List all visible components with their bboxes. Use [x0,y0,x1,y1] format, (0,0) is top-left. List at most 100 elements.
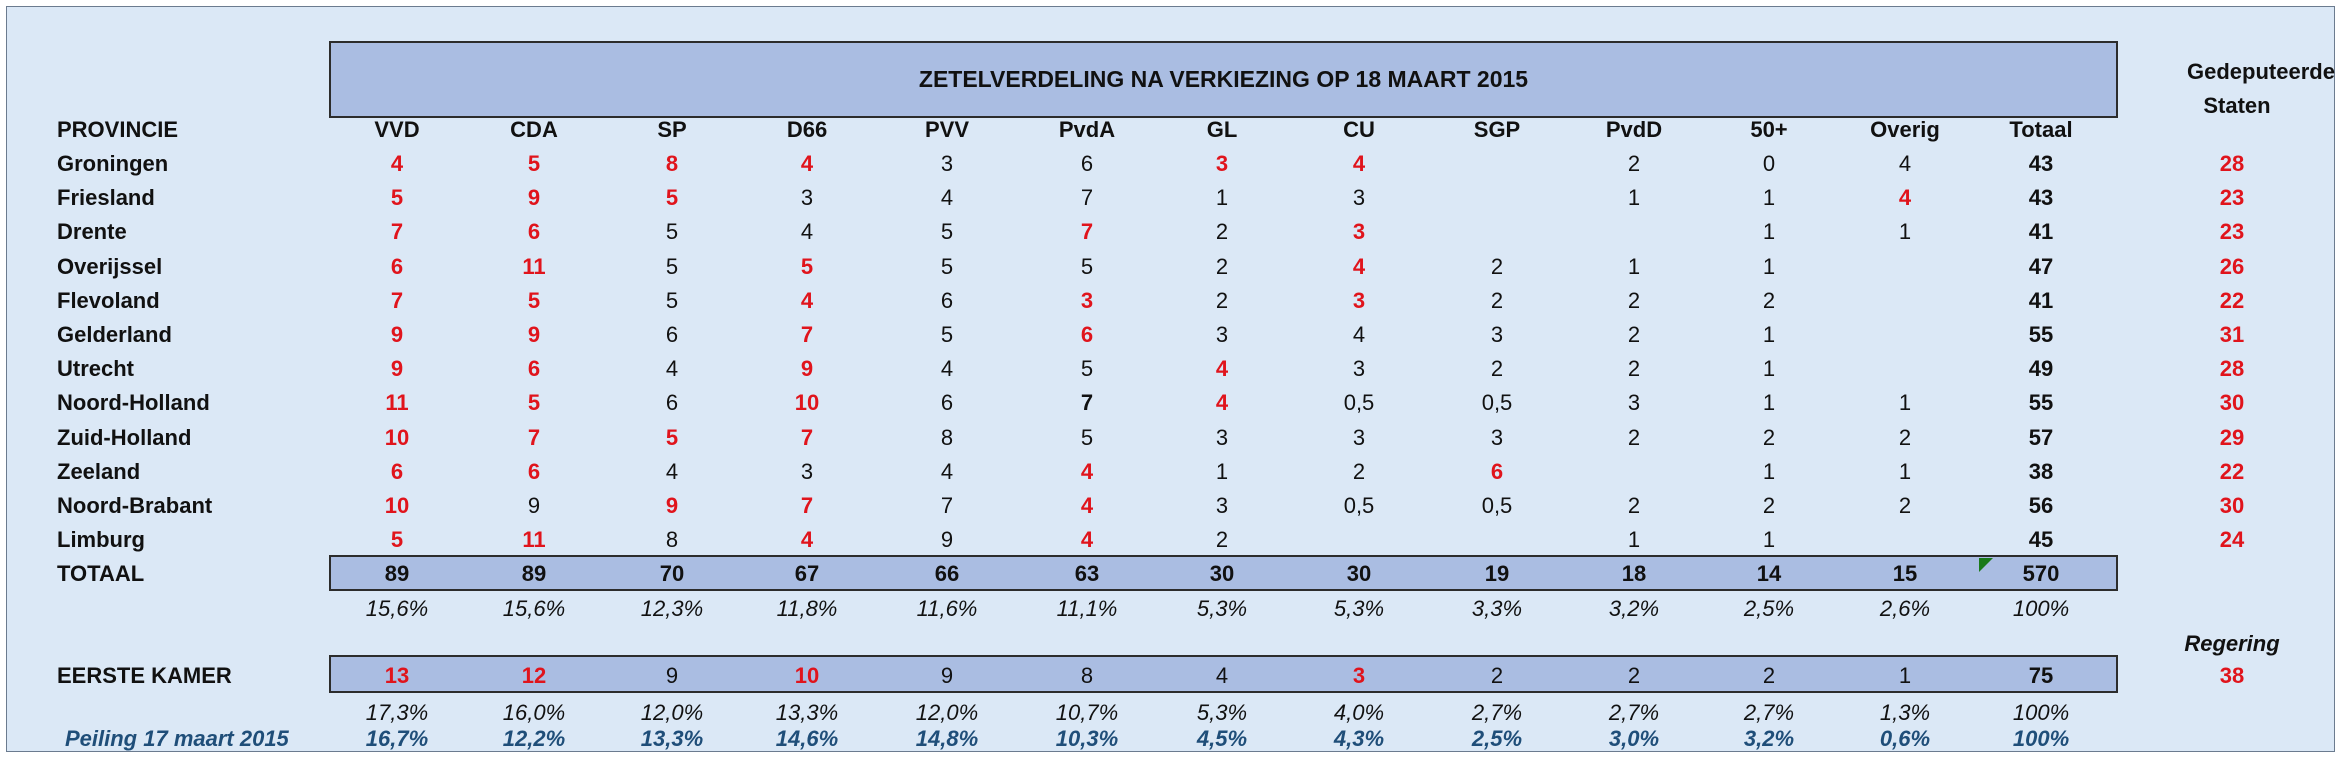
seat-cell: 1 [1762,527,1776,553]
totaal-band [329,555,2118,591]
regering-label: Regering [2184,631,2280,656]
seat-cell: 6 [940,287,954,313]
eerste-kamer-band [329,655,2118,693]
ek-cell: 75 [2028,663,2054,688]
peiling-cell: 3,2% [1743,726,1795,751]
seat-cell: 2 [1627,356,1641,382]
totaal-pct-cell: 5,3% [1333,596,1385,621]
seat-cell: 9 [527,185,541,211]
seat-cell: 2 [1490,356,1504,382]
ek-pct-cell: 16,0% [502,700,566,725]
totaal-cell: 70 [659,561,685,586]
seat-cell: 2 [1352,458,1366,484]
totaal-pct-cell: 2,6% [1879,596,1931,621]
gs-cell: 28 [2219,151,2245,176]
seat-cell: 41 [2028,219,2054,245]
ek-pct-cell: 5,3% [1196,700,1248,725]
seat-cell: 10 [384,424,410,450]
seat-cell: 3 [1215,322,1229,347]
ek-pct-cell: 12,0% [640,700,704,725]
ek-cell: 2 [1762,663,1776,688]
seat-cell: 6 [1080,322,1094,347]
peiling-cell: 10,3% [1055,726,1119,751]
seat-cell: 2 [1762,287,1776,313]
seat-cell: 7 [800,424,814,450]
seat-cell: 2 [1215,287,1229,313]
peiling-cell: 14,6% [775,726,839,751]
seat-cell: 9 [527,322,541,347]
column-header-totaal: Totaal [2009,117,2073,142]
seat-cell: 4 [1215,390,1229,416]
seat-cell: 3 [1080,287,1094,313]
gs-cell: 30 [2219,493,2245,518]
seat-cell: 6 [390,458,404,484]
seat-cell: 45 [2028,527,2054,553]
seat-cell: 4 [1352,151,1366,176]
ek-pct-cell: 2,7% [1471,700,1523,725]
gs-header-line2: Staten [2203,93,2271,118]
seat-cell: 1 [1215,458,1229,484]
seat-cell: 2 [1215,253,1229,279]
ek-cell: 9 [665,663,679,688]
eerste-kamer-label: EERSTE KAMER [57,663,232,688]
totaal-cell: 66 [934,561,960,586]
seat-cell: 2 [1215,527,1229,553]
seat-cell: 2 [1762,493,1776,518]
seat-cell: 7 [1080,219,1094,245]
seat-cell: 5 [665,219,679,245]
seat-cell: 6 [527,219,541,245]
gs-cell: 28 [2219,356,2245,382]
column-header-sgp: SGP [1473,117,1521,142]
gs-cell: 31 [2219,322,2245,347]
province-name: Friesland [57,185,155,211]
ek-cell: 10 [794,663,820,688]
seat-cell: 57 [2028,424,2054,450]
seat-cell: 0,5 [1343,493,1375,518]
seat-cell: 1 [1762,390,1776,416]
gs-cell: 23 [2219,219,2245,245]
column-header-pvv: PVV [924,117,970,142]
seat-cell: 0,5 [1481,390,1513,416]
seat-cell: 2 [1627,151,1641,176]
seat-cell: 2 [1762,424,1776,450]
seat-cell: 1 [1762,458,1776,484]
seat-cell: 47 [2028,253,2054,279]
seat-cell: 7 [390,287,404,313]
ek-cell: 12 [521,663,547,688]
seat-cell: 2 [1627,424,1641,450]
peiling-cell: 0,6% [1879,726,1931,751]
totaal-pct-cell: 15,6% [502,596,566,621]
seat-cell: 5 [527,390,541,416]
seat-cell: 6 [390,253,404,279]
table-title: ZETELVERDELING NA VERKIEZING OP 18 MAART… [918,66,1529,92]
seat-cell: 0,5 [1343,390,1375,416]
gedeputeerde-staten-header: Gedeputeerde Staten [2187,55,2335,123]
totaal-pct-cell: 2,5% [1743,596,1795,621]
seat-cell: 7 [390,219,404,245]
province-name: Noord-Holland [57,390,210,416]
peiling-cell: 16,7% [365,726,429,751]
ek-pct-cell: 2,7% [1608,700,1660,725]
totaal-cell: 19 [1484,561,1510,586]
province-name: Limburg [57,527,145,553]
peiling-cell: 14,8% [915,726,979,751]
seat-cell: 6 [527,356,541,382]
seat-cell: 56 [2028,493,2054,518]
totaal-pct-cell: 12,3% [640,596,704,621]
seat-cell: 2 [1898,493,1912,518]
ek-cell: 2 [1490,663,1504,688]
ek-cell: 1 [1898,663,1912,688]
seat-cell: 5 [1080,424,1094,450]
seat-cell: 4 [1080,527,1094,553]
seat-cell: 2 [1490,287,1504,313]
totaal-pct-cell: 11,1% [1056,596,1118,621]
seat-cell: 3 [1627,390,1641,416]
seat-cell: 5 [940,219,954,245]
seat-cell: 7 [940,493,954,518]
ek-cell: 13 [384,663,410,688]
totaal-cell: 15 [1892,561,1918,586]
seat-cell: 5 [665,185,679,211]
ek-pct-cell: 2,7% [1743,700,1795,725]
seat-cell: 2 [1627,287,1641,313]
seat-cell: 7 [800,493,814,518]
